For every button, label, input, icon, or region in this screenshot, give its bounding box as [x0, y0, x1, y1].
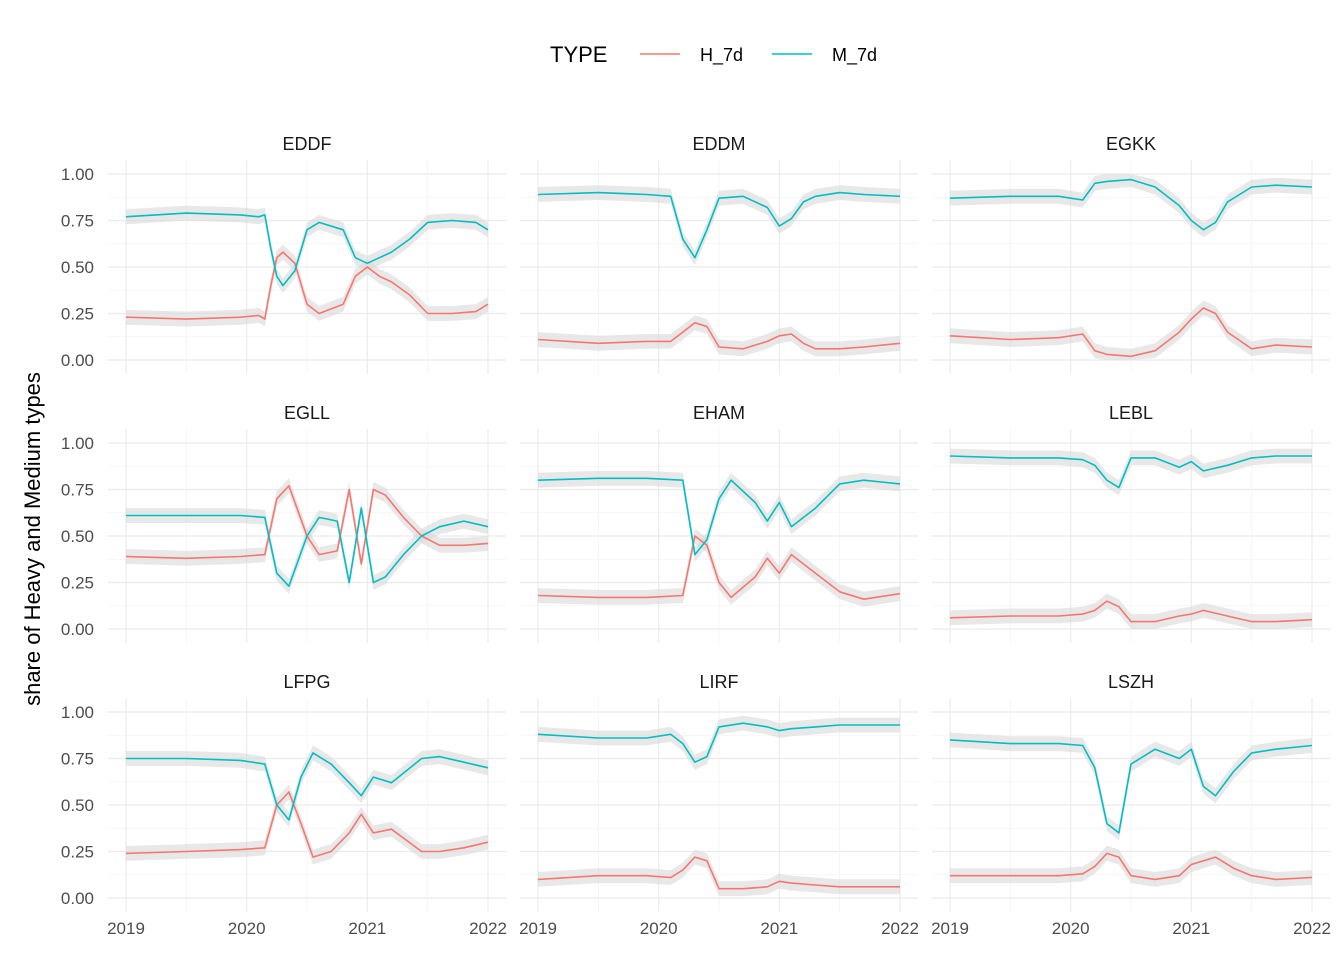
- ribbon-h7d: [950, 845, 1312, 887]
- ribbon-m7d: [950, 174, 1312, 238]
- facet-eddf: EDDF 0.00 0.25 0.50 0.75 1.00: [61, 134, 506, 374]
- facet-title: EDDF: [283, 134, 332, 154]
- x-tick-label: 2019: [931, 919, 969, 938]
- y-tick-label: 0.50: [61, 527, 94, 546]
- y-tick-label: 0.00: [61, 351, 94, 370]
- facet-title: EGLL: [284, 403, 330, 423]
- facet-eham: EHAM: [520, 403, 918, 643]
- y-tick-label: 0.25: [61, 843, 94, 862]
- y-tick-label: 1.00: [61, 434, 94, 453]
- y-tick-label: 0.50: [61, 258, 94, 277]
- series-line-h7d: [537, 856, 900, 890]
- facet-title: LFPG: [283, 672, 330, 692]
- ribbon-m7d: [950, 732, 1312, 841]
- facet-lfpg: LFPG 0.00 0.25 0.50 0.75 1.00 2019 2020 2021 2022: [61, 672, 507, 938]
- y-tick-label: 0.75: [61, 481, 94, 500]
- x-tick-label: 2021: [348, 919, 386, 938]
- y-tick-label: 1.00: [61, 165, 94, 184]
- series-line-h7d: [949, 600, 1313, 623]
- facet-egll: EGLL 0.00 0.25 0.50 0.75 1.00: [61, 403, 506, 643]
- y-tick-label: 0.75: [61, 212, 94, 231]
- series-line-h7d: [949, 307, 1313, 358]
- series-line-m7d: [125, 212, 489, 287]
- x-tick-label: 2021: [760, 919, 798, 938]
- legend-label-h7d: H_7d: [700, 45, 743, 66]
- series-line-m7d: [949, 178, 1313, 231]
- series-line-h7d: [125, 485, 489, 565]
- y-tick-label: 1.00: [61, 703, 94, 722]
- y-tick-label: 0.00: [61, 889, 94, 908]
- x-tick-label: 2020: [1052, 919, 1090, 938]
- series-line-m7d: [537, 191, 901, 259]
- facet-lszh: LSZH 2019 2020 2021 2022: [931, 672, 1331, 938]
- y-tick-label: 0.25: [61, 574, 94, 593]
- facet-egkk: EGKK: [932, 134, 1330, 374]
- facet-title: LEBL: [1109, 403, 1153, 423]
- series-line-m7d: [949, 455, 1312, 489]
- x-tick-label: 2022: [469, 919, 507, 938]
- y-tick-label: 0.00: [61, 620, 94, 639]
- series-line-h7d: [537, 322, 901, 350]
- x-tick-label: 2020: [228, 919, 266, 938]
- series-line-m7d: [537, 477, 901, 556]
- facet-lebl: LEBL: [932, 403, 1330, 643]
- facet-title: LSZH: [1108, 672, 1154, 692]
- ribbon-h7d: [950, 593, 1312, 629]
- y-tick-label: 0.50: [61, 796, 94, 815]
- y-tick-label: 0.75: [61, 750, 94, 769]
- ribbon-h7d: [126, 478, 488, 572]
- ribbon-m7d: [538, 715, 900, 770]
- facet-title: LIRF: [699, 672, 738, 692]
- facet-title: EGKK: [1106, 134, 1156, 154]
- legend-label-m7d: M_7d: [832, 45, 877, 66]
- series-line-m7d: [126, 507, 489, 587]
- ribbon-h7d: [126, 784, 488, 865]
- series-line-m7d: [537, 722, 900, 763]
- series-line-h7d: [125, 791, 489, 858]
- facet-eddm: EDDM: [520, 134, 918, 374]
- x-tick-label: 2019: [107, 919, 145, 938]
- ribbon-m7d: [126, 745, 488, 828]
- facet-title: EHAM: [693, 403, 745, 423]
- series-line-h7d: [950, 852, 1313, 881]
- y-axis-label: share of Heavy and Medium types: [20, 372, 45, 706]
- series-line-h7d: [537, 535, 901, 600]
- series-line-m7d: [126, 752, 489, 821]
- ribbon-m7d: [950, 448, 1312, 496]
- x-tick-label: 2021: [1172, 919, 1210, 938]
- legend: TYPE H_7d M_7d: [550, 42, 877, 67]
- x-tick-label: 2019: [519, 919, 557, 938]
- legend-title: TYPE: [550, 42, 607, 67]
- series-line-h7d: [125, 251, 489, 320]
- x-tick-label: 2022: [881, 919, 919, 938]
- x-tick-label: 2022: [1293, 919, 1331, 938]
- ribbon-m7d: [538, 185, 900, 266]
- series-line-m7d: [949, 739, 1313, 834]
- y-tick-label: 0.25: [61, 305, 94, 324]
- facet-panels: EDDF 0.00 0.25 0.50 0.75 1.00 EDDM EGKK EGLL 0.00…: [61, 134, 1331, 938]
- x-tick-label: 2020: [640, 919, 678, 938]
- facet-title: EDDM: [693, 134, 746, 154]
- facet-lirf: LIRF 2019 2020 2021 2022: [519, 672, 919, 938]
- ribbon-h7d: [950, 300, 1312, 360]
- ribbon-m7d: [126, 500, 488, 594]
